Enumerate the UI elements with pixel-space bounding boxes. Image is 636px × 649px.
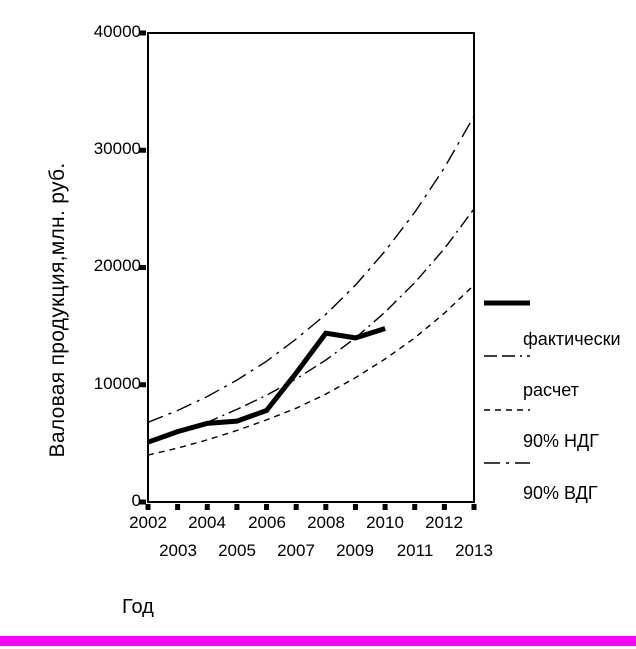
x-tick-mark	[441, 504, 447, 510]
y-tick-label: 20000	[93, 256, 141, 275]
x-tick-label: 2012	[425, 513, 463, 532]
y-tick-mark	[139, 30, 146, 36]
x-tick-label: 2006	[248, 513, 286, 532]
chart-plot	[139, 30, 530, 510]
x-tick-label: 2011	[396, 541, 434, 560]
plot-frame	[147, 32, 475, 503]
legend-label-calculated: расчет	[523, 380, 579, 400]
x-tick-label: 2002	[129, 513, 167, 532]
x-tick-mark	[145, 504, 151, 510]
x-tick-mark	[471, 504, 477, 510]
x-tick-label: 2005	[218, 541, 256, 560]
x-tick-mark	[264, 504, 270, 510]
x-tick-mark	[204, 504, 210, 510]
x-tick-mark	[293, 504, 299, 510]
y-tick-label: 10000	[93, 374, 141, 393]
x-tick-label: 2013	[455, 541, 493, 560]
y-tick-mark	[139, 147, 146, 153]
x-tick-label: 2003	[159, 541, 197, 560]
y-axis-title: Валовая продукция,млн. руб.	[46, 162, 69, 458]
x-tick-mark	[412, 504, 418, 510]
x-tick-mark	[352, 504, 358, 510]
x-tick-mark	[175, 504, 181, 510]
x-tick-mark	[382, 504, 388, 510]
bottom-accent-bar	[0, 636, 636, 646]
series-line-0	[147, 326, 386, 445]
series-line-1	[147, 208, 475, 443]
x-tick-label: 2009	[336, 541, 374, 560]
series-line-2	[147, 284, 475, 456]
legend-label-upper-bound: 90% ВДГ	[523, 483, 598, 503]
y-tick-label: 0	[131, 491, 141, 510]
x-tick-mark	[323, 504, 329, 510]
x-tick-mark	[234, 504, 240, 510]
y-tick-label: 40000	[93, 22, 141, 41]
y-tick-mark	[139, 499, 146, 505]
y-tick-mark	[139, 265, 146, 270]
x-tick-label: 2007	[277, 541, 315, 560]
x-axis-title: Год	[122, 596, 154, 618]
legend-label-actual: фактически	[523, 329, 621, 349]
y-tick-mark	[139, 382, 146, 388]
x-tick-label: 2008	[307, 513, 345, 532]
legend-label-lower-bound: 90% НДГ	[523, 431, 599, 451]
x-tick-label: 2004	[188, 513, 226, 532]
x-tick-label: 2010	[366, 513, 404, 532]
y-tick-label: 30000	[93, 139, 141, 158]
series-line-3	[147, 115, 475, 423]
